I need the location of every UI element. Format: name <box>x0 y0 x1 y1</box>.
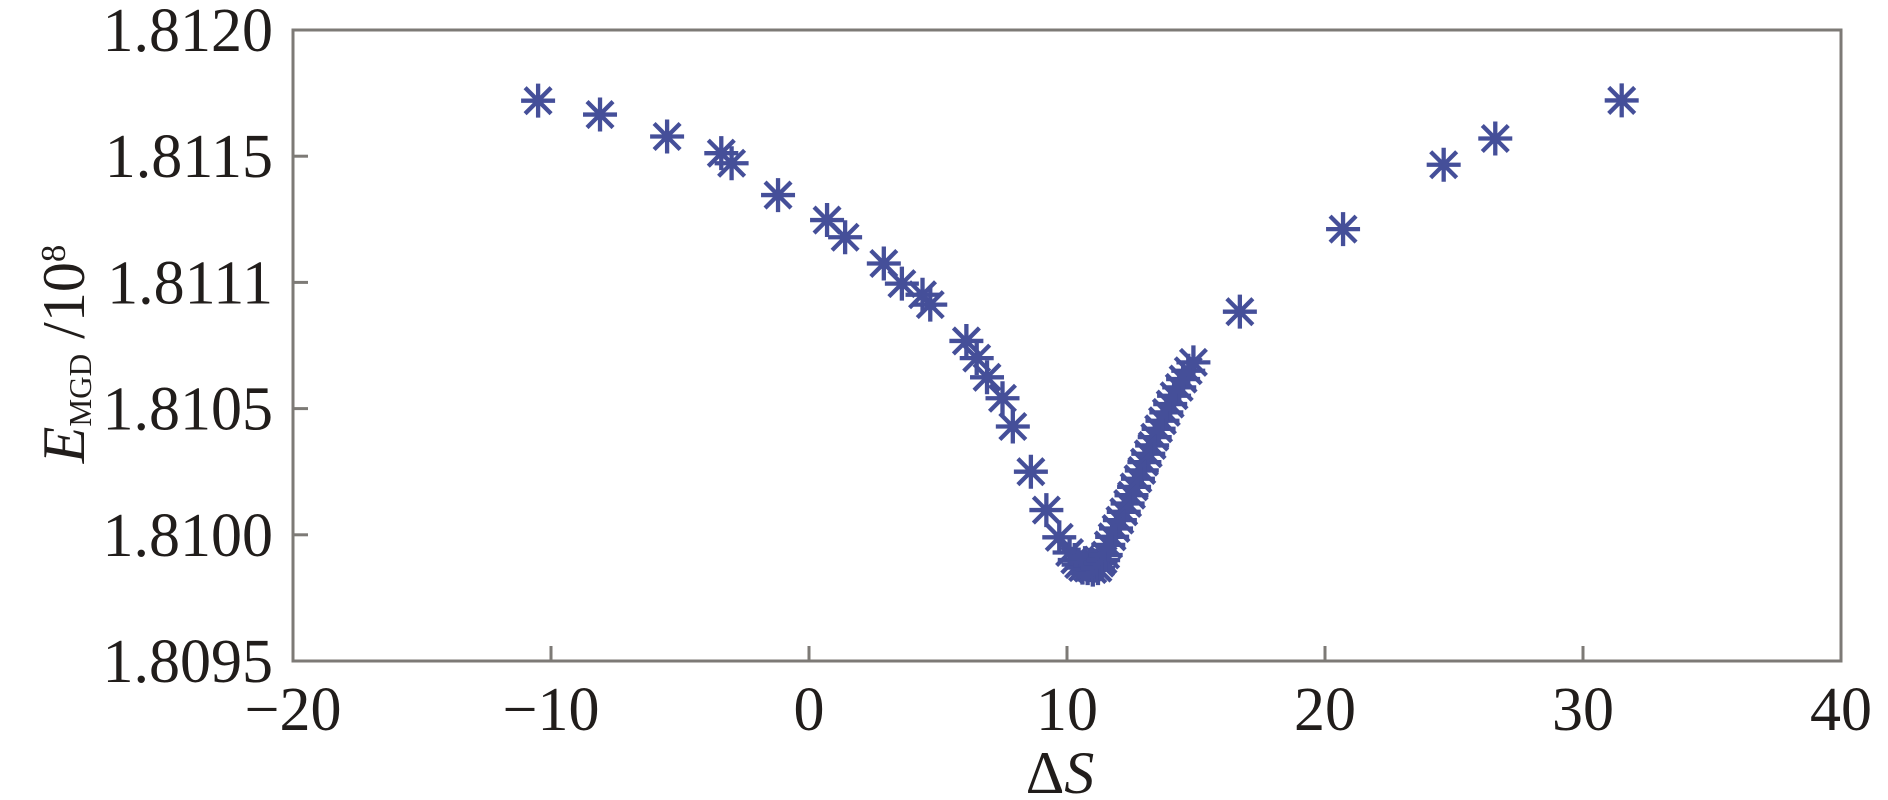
y-tick-label: 1.8115 <box>105 123 273 191</box>
asterisk-marker <box>1149 395 1184 430</box>
asterisk-marker <box>1137 420 1172 455</box>
asterisk-marker <box>1153 387 1188 422</box>
asterisk-marker <box>1171 353 1206 388</box>
asterisk-marker <box>1127 445 1162 480</box>
asterisk-marker <box>1117 469 1152 504</box>
asterisk-marker <box>1088 537 1123 572</box>
asterisk-marker <box>1176 345 1211 380</box>
data-points <box>521 83 1639 587</box>
asterisk-marker <box>1110 486 1145 521</box>
asterisk-marker <box>985 381 1020 416</box>
y-axis: 1.8095 1.8100 1.8105 1.8111 1.8115 1.8120 <box>103 0 308 696</box>
asterisk-marker <box>1145 403 1180 438</box>
asterisk-marker <box>1162 370 1197 405</box>
asterisk-marker <box>1099 511 1134 546</box>
y-axis-label: EMGD /108 <box>18 134 98 574</box>
x-axis-symbol: S <box>1064 740 1095 800</box>
asterisk-marker <box>761 178 796 213</box>
asterisk-marker <box>583 97 618 132</box>
y-tick-label: 1.8100 <box>103 502 274 570</box>
asterisk-marker <box>650 119 685 154</box>
x-axis-delta: Δ <box>1025 740 1065 800</box>
y-tick-label: 1.8120 <box>103 0 274 65</box>
asterisk-marker <box>714 146 749 181</box>
asterisk-marker <box>1029 493 1064 528</box>
asterisk-marker <box>866 246 901 281</box>
asterisk-marker <box>884 266 919 301</box>
x-tick-label: 30 <box>1552 676 1614 744</box>
x-tick-label: 0 <box>794 676 825 744</box>
asterisk-marker <box>1604 83 1639 118</box>
asterisk-marker <box>1426 147 1461 182</box>
asterisk-marker <box>949 323 984 358</box>
y-tick-label: 1.8095 <box>103 628 274 696</box>
asterisk-marker <box>1131 436 1166 471</box>
y-tick-label: 1.8111 <box>107 249 273 317</box>
asterisk-marker <box>1157 378 1192 413</box>
asterisk-marker <box>995 409 1030 444</box>
asterisk-marker <box>1326 212 1361 247</box>
y-axis-symbol: E <box>31 426 98 464</box>
asterisk-marker <box>1013 454 1048 489</box>
asterisk-marker <box>1124 453 1159 488</box>
x-tick-label: 10 <box>1036 676 1098 744</box>
asterisk-marker <box>1141 411 1176 446</box>
y-axis-unit-exponent: 8 <box>34 244 73 263</box>
asterisk-marker <box>1478 121 1513 156</box>
asterisk-marker <box>828 220 863 255</box>
x-tick-label: −10 <box>503 676 600 744</box>
asterisk-marker <box>1091 527 1126 562</box>
y-tick-label: 1.8105 <box>103 376 274 444</box>
asterisk-marker <box>1095 519 1130 554</box>
asterisk-marker <box>1166 362 1201 397</box>
asterisk-marker <box>1120 461 1155 496</box>
asterisk-marker <box>959 341 994 376</box>
asterisk-marker <box>1106 494 1141 529</box>
asterisk-marker <box>913 287 948 322</box>
x-axis-label: ΔS <box>955 738 1165 800</box>
asterisk-marker <box>1042 520 1077 555</box>
x-axis: −20 −10 0 10 20 30 40 <box>245 646 1872 744</box>
asterisk-marker <box>970 360 1005 395</box>
asterisk-marker <box>1102 503 1137 538</box>
x-tick-label: 20 <box>1294 676 1356 744</box>
asterisk-marker <box>810 203 845 238</box>
asterisk-marker <box>1135 428 1170 463</box>
x-tick-label: 40 <box>1810 676 1872 744</box>
asterisk-marker <box>1222 294 1257 329</box>
x-tick-label: −20 <box>245 676 342 744</box>
y-axis-subscript: MGD <box>62 353 98 427</box>
asterisk-marker <box>521 83 556 118</box>
y-axis-unit-prefix: /10 <box>31 262 98 354</box>
asterisk-marker <box>1114 478 1149 513</box>
